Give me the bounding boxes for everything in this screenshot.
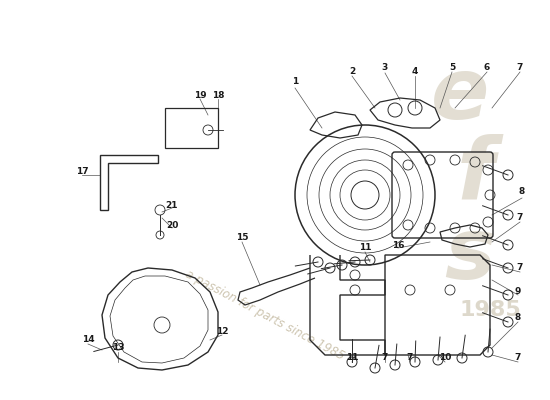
Text: 14: 14 [82, 336, 94, 344]
Text: 7: 7 [382, 354, 388, 362]
Text: 3: 3 [382, 64, 388, 72]
Text: 10: 10 [439, 354, 451, 362]
Text: 7: 7 [517, 64, 523, 72]
Text: 13: 13 [112, 344, 124, 352]
Text: 2: 2 [349, 68, 355, 76]
Text: e: e [431, 54, 489, 136]
Text: 12: 12 [216, 328, 228, 336]
Text: 6: 6 [484, 64, 490, 72]
Text: 18: 18 [212, 90, 224, 100]
Text: 11: 11 [346, 354, 358, 362]
Text: 4: 4 [412, 68, 418, 76]
Text: a passion for parts since 1985: a passion for parts since 1985 [183, 268, 346, 362]
Text: 20: 20 [166, 220, 178, 230]
Text: 5: 5 [449, 64, 455, 72]
Text: s: s [444, 214, 496, 296]
Text: 8: 8 [515, 314, 521, 322]
Text: 17: 17 [76, 168, 89, 176]
Text: 19: 19 [194, 90, 206, 100]
Text: 8: 8 [519, 188, 525, 196]
Text: 21: 21 [166, 200, 178, 210]
Text: 7: 7 [517, 214, 523, 222]
Text: 7: 7 [515, 354, 521, 362]
Text: 7: 7 [517, 264, 523, 272]
Text: 9: 9 [515, 288, 521, 296]
Text: 16: 16 [392, 240, 404, 250]
Text: 15: 15 [236, 234, 248, 242]
Text: 1985: 1985 [459, 300, 521, 320]
Text: 1: 1 [292, 78, 298, 86]
Text: 7: 7 [407, 354, 413, 362]
Text: 11: 11 [359, 244, 371, 252]
Text: f: f [456, 134, 494, 216]
